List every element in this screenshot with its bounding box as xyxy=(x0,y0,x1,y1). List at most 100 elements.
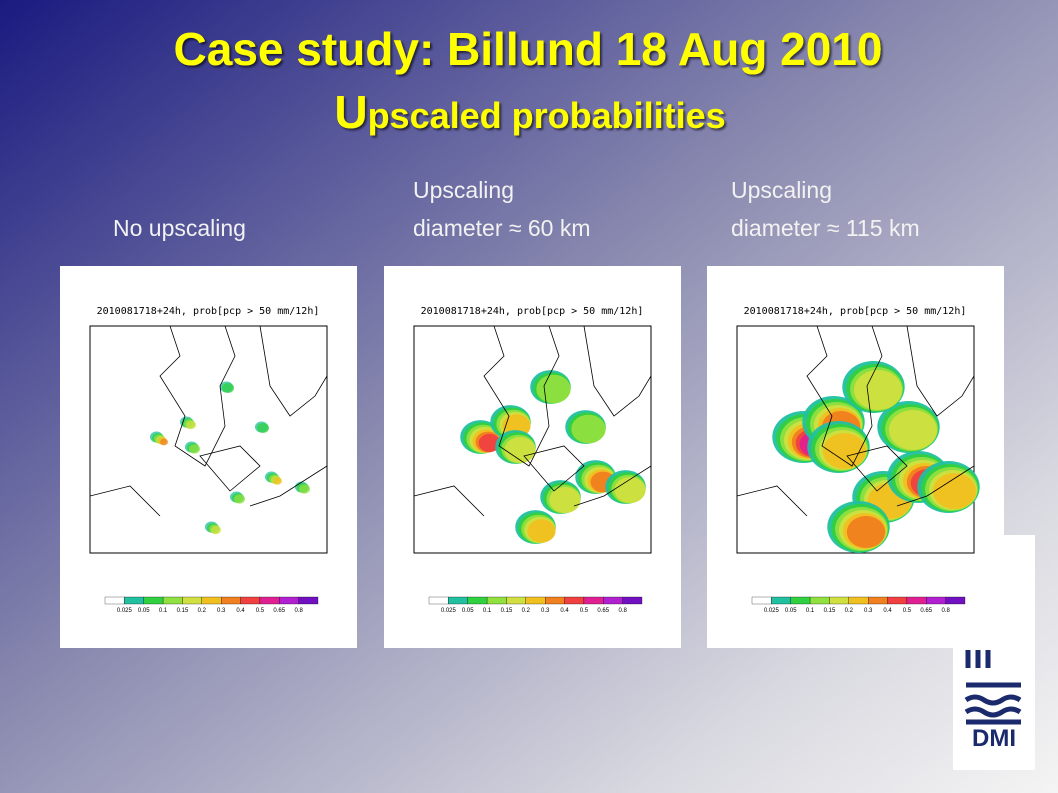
precip-area xyxy=(272,477,283,485)
colorbar-cell xyxy=(124,596,144,605)
colorbar-cell xyxy=(564,596,585,605)
colorbar-cell xyxy=(906,596,927,605)
coastline xyxy=(413,325,652,517)
colorbar-label: 0.8 xyxy=(941,608,950,614)
colorbar-cell xyxy=(162,596,183,605)
map-title: 2010081718+24h, prob[pcp > 50 mm/12h] xyxy=(97,306,320,317)
slide-subtitle: Upscaled probabilities xyxy=(334,86,725,138)
colorbar-label: 0.4 xyxy=(236,608,245,614)
colorbar-cell xyxy=(545,596,565,605)
colorbar-cell xyxy=(809,596,830,605)
colorbar-cell xyxy=(221,596,241,605)
colorbar-cell xyxy=(104,596,125,605)
colorbar-label: 0.65 xyxy=(597,608,609,614)
map xyxy=(413,325,652,554)
colorbar-cell xyxy=(583,596,604,605)
colorbar-cell xyxy=(506,596,526,605)
precip-area xyxy=(478,433,501,453)
colorbar-label: 0.05 xyxy=(785,608,797,614)
coastline xyxy=(736,325,975,517)
colorbar-label: 0.2 xyxy=(198,608,207,614)
colorbar-label: 0.5 xyxy=(256,608,265,614)
map-panel: 2010081718+24h, prob[pcp > 50 mm/12h] 0.0… xyxy=(707,266,1004,648)
colorbar-label: 0.4 xyxy=(560,608,569,614)
colorbar-label: 0.8 xyxy=(294,608,303,614)
precip-area xyxy=(256,422,270,434)
colorbar-label: 0.025 xyxy=(764,608,780,614)
colorbar-cell xyxy=(467,596,488,605)
colorbar-label: 0.05 xyxy=(462,608,474,614)
colorbar-cell xyxy=(868,596,888,605)
colorbar-cell xyxy=(829,596,849,605)
map-panel: 2010081718+24h, prob[pcp > 50 mm/12h] 0.0… xyxy=(60,266,357,648)
precip-area xyxy=(536,374,571,404)
logo-text: DMI xyxy=(972,725,1016,752)
colorbar-label: 0.65 xyxy=(920,608,932,614)
precip-area xyxy=(159,438,169,446)
colorbar-label: 0.1 xyxy=(483,608,492,614)
map-panel: 2010081718+24h, prob[pcp > 50 mm/12h] 0.0… xyxy=(384,266,681,648)
colorbar-label: 0.2 xyxy=(522,608,531,614)
colorbar-cell xyxy=(182,596,202,605)
colorbar-cell xyxy=(279,596,299,605)
precip-area xyxy=(504,437,536,463)
precip-area xyxy=(889,410,937,450)
colorbar-label: 0.15 xyxy=(824,608,836,614)
colorbar-label: 0.3 xyxy=(217,608,226,614)
map-title: 2010081718+24h, prob[pcp > 50 mm/12h] xyxy=(744,306,967,317)
colorbar-label: 0.025 xyxy=(117,608,133,614)
precip-area xyxy=(185,420,197,430)
colorbar-cell xyxy=(448,596,468,605)
colorbar-cell xyxy=(201,596,222,605)
colorbar-cell xyxy=(259,596,280,605)
panel-label: Upscaling xyxy=(413,177,514,203)
precip-area xyxy=(614,477,646,503)
precip-area xyxy=(932,473,977,509)
precip-area xyxy=(571,414,606,444)
colorbar-cell xyxy=(428,596,449,605)
precip-area xyxy=(298,484,311,494)
map xyxy=(736,325,980,554)
colorbar-label: 0.15 xyxy=(501,608,513,614)
colorbar-cell xyxy=(622,596,643,605)
panel-label: No upscaling xyxy=(113,215,246,241)
colorbar-cell xyxy=(945,596,966,605)
colorbar-cell xyxy=(525,596,546,605)
colorbar-cell xyxy=(298,596,319,605)
precip-area xyxy=(527,519,556,543)
colorbar-cell xyxy=(848,596,869,605)
colorbar-label: 0.3 xyxy=(541,608,550,614)
precip-area xyxy=(210,525,222,535)
colorbar-cell xyxy=(143,596,164,605)
colorbar-label: 0.8 xyxy=(618,608,627,614)
colorbar-cell xyxy=(771,596,791,605)
colorbar-label: 0.1 xyxy=(159,608,168,614)
map-title: 2010081718+24h, prob[pcp > 50 mm/12h] xyxy=(421,306,644,317)
colorbar-label: 0.5 xyxy=(903,608,912,614)
precip-area xyxy=(188,444,201,454)
colorbar-cell xyxy=(887,596,908,605)
panel-label: diameter ≈ 115 km xyxy=(731,215,920,241)
colorbar-label: 0.2 xyxy=(845,608,854,614)
colorbar-label: 0.65 xyxy=(273,608,285,614)
colorbar-label: 0.15 xyxy=(177,608,189,614)
colorbar-label: 0.05 xyxy=(138,608,150,614)
colorbar-cell xyxy=(790,596,811,605)
colorbar-label: 0.1 xyxy=(806,608,815,614)
map xyxy=(89,325,328,554)
precip-area xyxy=(846,516,886,548)
colorbar-label: 0.025 xyxy=(441,608,457,614)
map-frame xyxy=(89,325,328,554)
precip-area xyxy=(854,370,902,410)
colorbar-cell xyxy=(751,596,772,605)
precip-area xyxy=(221,382,235,394)
precip-area xyxy=(549,487,581,513)
colorbar-cell xyxy=(240,596,261,605)
colorbar-cell xyxy=(603,596,623,605)
colorbar-label: 0.5 xyxy=(580,608,589,614)
colorbar-cell xyxy=(486,596,507,605)
panel-label: Upscaling xyxy=(731,177,832,203)
colorbar-label: 0.3 xyxy=(864,608,873,614)
